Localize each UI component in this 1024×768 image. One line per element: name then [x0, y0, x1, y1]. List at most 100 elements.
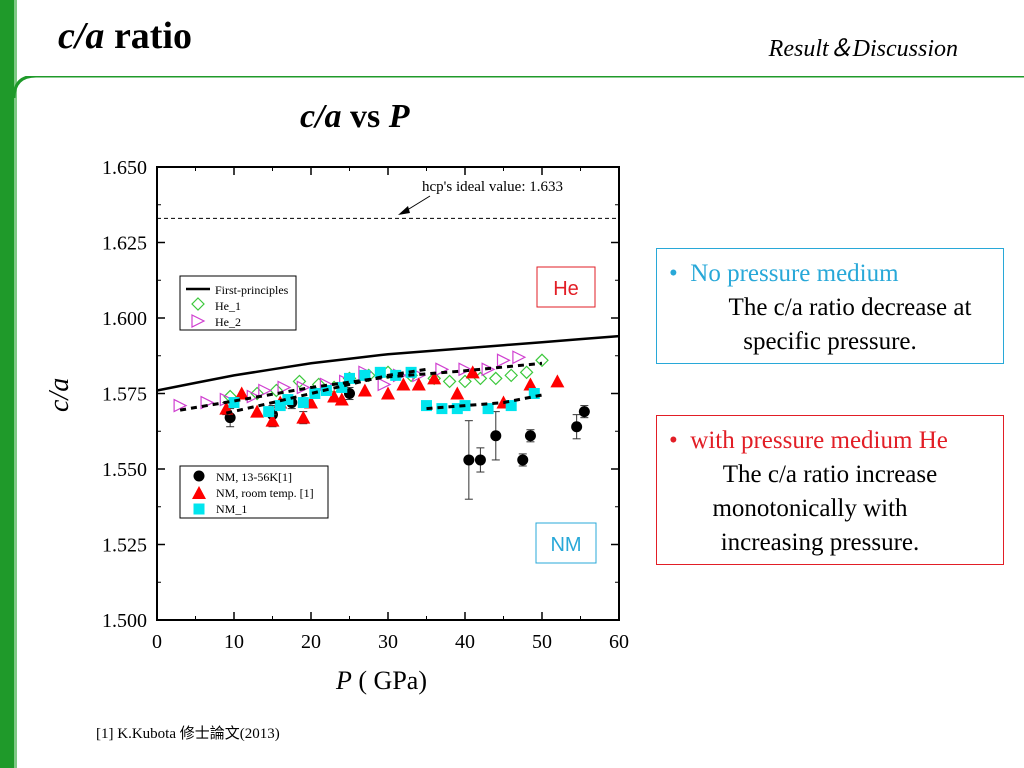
- with-medium-heading: • with pressure medium He: [657, 424, 1003, 458]
- y-tick-label: 1.525: [102, 535, 147, 557]
- bullet-icon: •: [669, 427, 678, 454]
- data-point: [377, 377, 392, 392]
- section-label: Result＆Discussion: [768, 36, 958, 62]
- data-point: [282, 394, 294, 406]
- legend-label: NM_1: [216, 502, 247, 516]
- x-tick-label: 40: [455, 631, 475, 653]
- data-point: [228, 397, 240, 409]
- data-point: [451, 403, 463, 415]
- y-axis-label: c/a: [44, 377, 75, 412]
- legend-label: NM, 13-56K[1]: [216, 470, 292, 484]
- data-point: [411, 377, 426, 391]
- data-point: [496, 353, 511, 368]
- data-point: [334, 392, 349, 406]
- first-principles-line: [156, 334, 620, 392]
- y-tick-label: 1.650: [102, 157, 147, 179]
- data-point: [250, 386, 264, 401]
- he-label: He: [553, 278, 579, 300]
- data-point: [535, 353, 549, 368]
- legend-triangle-up-icon: [192, 486, 206, 499]
- data-point: [269, 383, 284, 398]
- data-point: [421, 400, 432, 412]
- data-point: [504, 368, 519, 383]
- data-point: [327, 389, 342, 403]
- data-point: [374, 366, 386, 378]
- y-tick-label: 1.600: [102, 308, 147, 330]
- with-medium-text2: monotonically with: [712, 495, 908, 522]
- data-point: [274, 400, 286, 412]
- data-point: [336, 381, 348, 393]
- data-point: [571, 421, 583, 433]
- x-axis-label: P ( GPa): [336, 666, 427, 696]
- reference: [1] K.Kubota 修士論文(2013): [96, 726, 280, 742]
- data-point: [517, 454, 529, 466]
- data-point: [578, 406, 590, 418]
- data-point: [550, 374, 565, 388]
- data-point: [523, 377, 538, 391]
- legend-label: He_1: [215, 299, 241, 313]
- annotation-arrowhead: [398, 206, 410, 215]
- data-point: [458, 362, 473, 377]
- with-medium-text3: increasing pressure.: [720, 529, 920, 556]
- x-tick-label: 0: [152, 631, 162, 653]
- fit-line: [179, 361, 543, 412]
- with-medium-text1: The c/a ratio increase: [722, 461, 938, 488]
- nm-label: NM: [550, 534, 581, 556]
- he-label-box: [536, 266, 596, 308]
- data-point: [357, 383, 372, 397]
- plot-title: c/a vs P: [300, 98, 410, 136]
- data-point: [512, 350, 527, 365]
- x-axis-var: P: [336, 666, 352, 695]
- ideal-value-annotation: hcp's ideal value: 1.633: [422, 179, 563, 195]
- data-point: [519, 365, 534, 380]
- title-text: ratio: [104, 15, 193, 57]
- data-point: [297, 397, 309, 409]
- with-medium-title: with pressure medium He: [690, 427, 948, 454]
- data-point: [250, 404, 265, 418]
- data-point: [344, 372, 355, 384]
- fit-line: [426, 393, 543, 411]
- data-point: [396, 377, 411, 391]
- x-tick-label: 10: [224, 631, 244, 653]
- nm-label-box: [535, 522, 597, 564]
- x-tick-label: 50: [532, 631, 552, 653]
- data-point: [263, 406, 275, 418]
- legend-label: He_2: [215, 315, 241, 329]
- legend-box-2: [179, 465, 329, 519]
- data-point: [465, 365, 480, 379]
- legend-label: First-principles: [215, 283, 289, 297]
- header-divider: [14, 76, 1024, 98]
- data-point: [292, 374, 307, 389]
- data-point: [427, 371, 442, 385]
- plot-title-mid: vs: [341, 98, 389, 135]
- legend-diamond-icon: [191, 297, 205, 311]
- slide-title: c/a ratio: [58, 14, 192, 58]
- plot-title-var2: P: [388, 98, 410, 135]
- data-point: [528, 388, 540, 399]
- data-point: [381, 386, 395, 400]
- accent-bar: [0, 0, 14, 768]
- x-tick-label: 30: [378, 631, 398, 653]
- plot-title-var1: c/a: [300, 98, 342, 135]
- no-medium-title: No pressure medium: [690, 260, 899, 287]
- data-point: [390, 369, 402, 381]
- no-medium-text1: The c/a ratio decrease at: [728, 294, 972, 321]
- data-point: [258, 383, 273, 398]
- legend-square-icon: [193, 503, 205, 515]
- data-point: [277, 380, 292, 395]
- data-point: [234, 386, 249, 400]
- y-tick-label: 1.550: [102, 459, 147, 481]
- no-medium-heading: • No pressure medium: [657, 257, 1003, 291]
- data-point: [524, 430, 536, 442]
- legend-triangle-icon: [191, 314, 206, 328]
- data-point: [450, 386, 465, 400]
- y-tick-label: 1.500: [102, 610, 147, 632]
- legend-label: NM, room temp. [1]: [216, 486, 314, 500]
- data-point: [474, 454, 486, 466]
- bullet-icon: •: [669, 260, 678, 287]
- data-point: [488, 371, 503, 386]
- legend-box-1: [179, 275, 297, 331]
- data-point: [296, 410, 311, 424]
- data-point: [246, 389, 261, 404]
- data-point: [481, 362, 496, 377]
